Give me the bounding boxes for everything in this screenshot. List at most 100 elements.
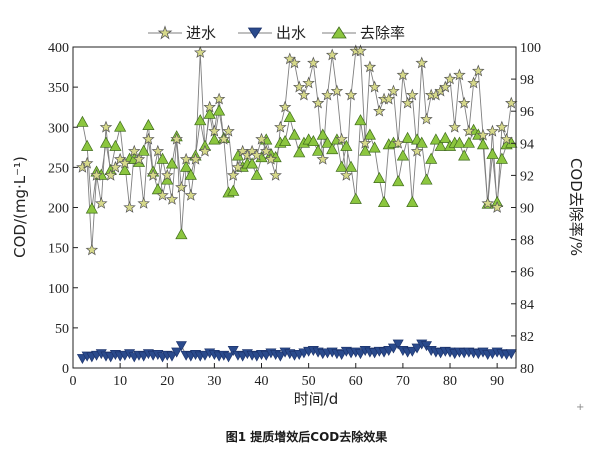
removal-point xyxy=(76,115,89,127)
y-left-tick-label: 250 xyxy=(48,161,69,176)
removal-point xyxy=(85,202,98,214)
plot-frame xyxy=(72,46,517,369)
y-left-tick-label: 50 xyxy=(55,322,69,337)
removal-point xyxy=(406,195,419,208)
removal-point xyxy=(396,149,409,161)
legend-item-effluent: 出水 xyxy=(238,24,306,42)
removal-point xyxy=(288,128,301,140)
effluent-point xyxy=(420,341,432,352)
removal-point xyxy=(349,192,362,204)
influent-point xyxy=(307,56,320,69)
legend-label-influent: 进水 xyxy=(186,24,216,42)
effluent-point xyxy=(171,347,183,358)
influent-point xyxy=(165,192,179,205)
x-axis-label: 时间/d xyxy=(294,390,339,408)
x-tick-label: 80 xyxy=(443,374,457,389)
influent-point xyxy=(302,76,315,89)
influent-point xyxy=(95,196,108,209)
influent-point xyxy=(476,128,490,141)
removal-point xyxy=(429,133,442,145)
removal-point xyxy=(227,184,240,196)
influent-point xyxy=(184,188,198,201)
y-right-tick-label: 96 xyxy=(520,105,534,120)
influent-point xyxy=(406,88,419,101)
influent-point xyxy=(363,60,377,73)
influent-point xyxy=(189,152,202,165)
removal-point xyxy=(359,144,372,156)
removal-point xyxy=(175,228,188,240)
influent-point xyxy=(274,120,287,133)
removal-point xyxy=(118,163,131,175)
influent-point xyxy=(344,88,358,101)
y-right-tick-label: 100 xyxy=(520,41,541,56)
influent-point xyxy=(486,124,499,137)
removal-point xyxy=(476,138,490,150)
removal-point xyxy=(156,152,169,164)
removal-point xyxy=(340,139,353,151)
influent-point xyxy=(415,56,428,69)
influent-point xyxy=(193,46,207,58)
influent-point xyxy=(161,168,174,181)
influent-point xyxy=(297,88,311,101)
influent-point xyxy=(278,100,292,113)
influent-point xyxy=(99,120,113,133)
influent-point xyxy=(505,96,518,109)
influent-point xyxy=(439,80,452,93)
influent-point xyxy=(198,144,212,157)
chart: 0 10 20 30 40 50 60 70 80 90 400 350 300 250 200 150 100… xyxy=(11,24,585,408)
influent-point xyxy=(250,148,264,161)
removal-point xyxy=(293,146,306,158)
y-left-tick-label: 150 xyxy=(48,242,69,257)
effluent-point xyxy=(227,346,239,356)
influent-point xyxy=(208,124,221,137)
removal-point xyxy=(81,139,94,151)
removal-point xyxy=(203,107,216,119)
influent-point xyxy=(453,68,466,81)
y-axis-label-right: COD去除率/% xyxy=(567,158,585,256)
effluent-point xyxy=(175,341,187,352)
legend-star-icon xyxy=(157,25,173,40)
removal-point xyxy=(311,144,325,156)
influent-point xyxy=(490,200,504,213)
removal-point xyxy=(420,173,433,185)
removal-point xyxy=(142,118,155,130)
influent-point xyxy=(335,132,348,145)
influent-point xyxy=(85,243,99,256)
x-tick-label: 30 xyxy=(207,374,221,389)
legend-triangle-up-icon xyxy=(331,26,347,39)
influent-point xyxy=(316,152,330,165)
influent-point xyxy=(104,168,117,181)
y-right-tick-label: 88 xyxy=(520,234,534,249)
x-tick-label: 60 xyxy=(349,374,363,389)
removal-point xyxy=(439,131,452,143)
y-left-tick-label: 300 xyxy=(48,121,69,136)
influent-point xyxy=(401,96,414,109)
influent-point xyxy=(391,136,405,149)
x-tick-label: 90 xyxy=(490,374,504,389)
influent-point xyxy=(288,56,301,69)
influent-point xyxy=(467,76,480,89)
effluent-point xyxy=(411,343,423,354)
influent-point xyxy=(396,68,410,81)
influent-point xyxy=(500,132,513,145)
legend-item-removal: 去除率 xyxy=(322,24,405,42)
series-markers xyxy=(76,44,518,364)
removal-point xyxy=(368,141,381,153)
influent-point xyxy=(448,120,461,133)
removal-point xyxy=(208,133,221,145)
influent-point xyxy=(217,132,231,145)
influent-point xyxy=(222,124,235,137)
effluent-point xyxy=(223,352,235,363)
influent-point xyxy=(443,72,457,85)
removal-point xyxy=(486,147,499,159)
y-right-tick-label: 84 xyxy=(520,298,534,313)
legend: 进水 出水 去除率 xyxy=(148,24,405,42)
influent-point xyxy=(146,168,160,181)
influent-point xyxy=(382,92,396,105)
influent-point xyxy=(269,168,282,181)
removal-point xyxy=(335,160,348,172)
corner-mark: + xyxy=(576,402,585,413)
removal-point xyxy=(495,152,508,164)
removal-point xyxy=(373,171,386,183)
y-left-tick-label: 100 xyxy=(48,282,69,297)
